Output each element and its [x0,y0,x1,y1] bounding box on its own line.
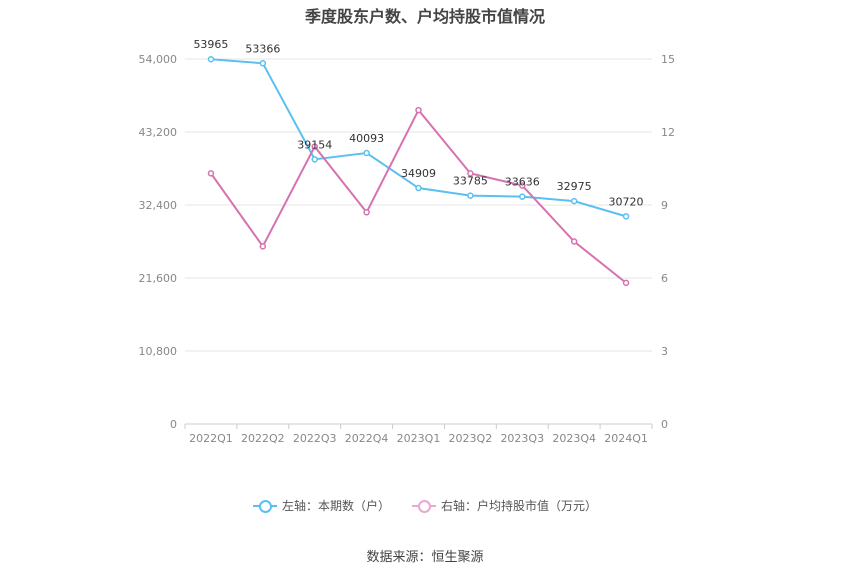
data-label-households: 39154 [297,138,332,151]
data-point-avg-value [363,209,370,216]
left-axis-tick-label: 0 [170,418,177,431]
data-point-households [311,156,318,163]
data-point-avg-value [467,170,474,177]
right-axis-tick-label: 0 [661,418,668,431]
legend-line-marker-icon [252,499,277,513]
data-point-households [259,60,267,67]
data-label-households: 53965 [193,38,228,51]
legend-label-households: 左轴：本期数（户） [281,499,390,513]
data-point-households [415,184,422,192]
x-axis-tick-label: 2022Q3 [293,432,337,445]
data-point-households [570,197,578,205]
data-point-households [467,192,474,199]
legend: 左轴：本期数（户） 右轴：户均持股市值（万元） [0,497,850,514]
data-point-avg-value [207,170,215,177]
x-axis-tick-label: 2024Q1 [604,432,648,445]
legend-item-households[interactable]: 左轴：本期数（户） [252,497,390,514]
right-axis-tick-label: 15 [661,53,675,66]
data-point-avg-value [570,238,578,245]
data-label-households: 40093 [349,132,384,145]
data-point-avg-value [311,143,318,150]
left-axis-tick-label: 43,200 [139,126,178,139]
data-point-avg-value [622,279,630,287]
x-axis-tick-label: 2022Q2 [241,432,285,445]
data-label-households: 33636 [505,176,540,189]
left-axis-tick-label: 32,400 [139,199,178,212]
right-axis-tick-label: 6 [661,272,668,285]
data-point-households [363,149,370,157]
x-axis-tick-label: 2022Q4 [345,432,389,445]
chart-title: 季度股东户数、户均持股市值情况 [304,7,545,26]
legend-item-avg-value[interactable]: 右轴：户均持股市值（万元） [412,497,597,514]
left-axis-tick-label: 21,600 [139,272,178,285]
x-axis-tick-label: 2023Q4 [552,432,596,445]
right-axis-tick-label: 12 [661,126,675,139]
data-label-households: 32975 [557,180,592,193]
data-label-households: 34909 [401,167,436,180]
left-axis-tick-label: 10,800 [139,345,178,358]
data-point-avg-value [415,106,422,114]
data-label-households: 53366 [245,42,280,55]
x-axis-tick-label: 2023Q3 [500,432,544,445]
x-axis-tick-label: 2023Q1 [397,432,441,445]
data-label-households: 33785 [453,175,488,188]
legend-line-marker-icon [412,499,436,513]
data-point-avg-value [259,243,267,250]
data-label-households: 30720 [609,195,644,208]
data-point-households [519,193,526,200]
left-axis-tick-label: 54,000 [139,53,178,66]
legend-label-avg-value: 右轴：户均持股市值（万元） [441,499,598,513]
right-axis-tick-label: 3 [661,345,668,358]
data-point-households [207,55,215,63]
data-point-avg-value [519,182,526,189]
x-axis-tick-label: 2023Q2 [449,432,493,445]
data-source: 数据来源：恒生聚源 [366,550,484,565]
series-line-avg-value [210,108,627,284]
data-point-households [622,213,630,220]
x-axis-tick-label: 2022Q1 [189,432,233,445]
right-axis-tick-label: 9 [661,199,668,212]
